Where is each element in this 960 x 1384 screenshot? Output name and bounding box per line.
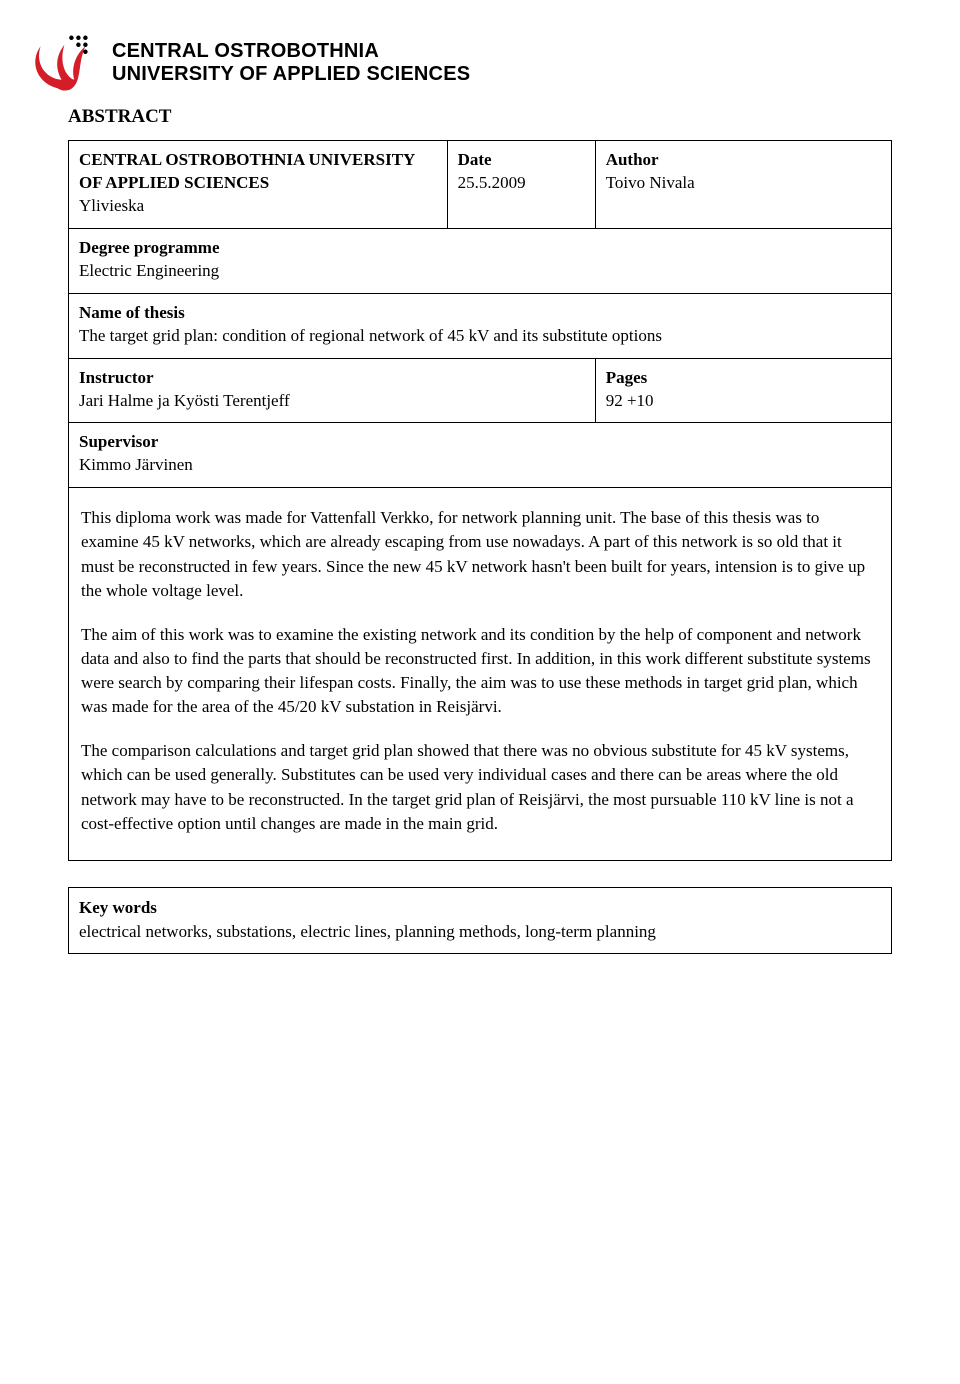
- programme-cell: Degree programme Electric Engineering: [69, 228, 892, 293]
- institution-cell: CENTRAL OSTROBOTHNIA UNIVERSITY OF APPLI…: [69, 141, 448, 229]
- date-cell: Date 25.5.2009: [447, 141, 595, 229]
- logo-mark: [28, 28, 98, 98]
- pages-value: 92 +10: [606, 390, 881, 413]
- pages-label: Pages: [606, 367, 881, 390]
- keywords-value: electrical networks, substations, electr…: [79, 920, 881, 944]
- institution-location: Ylivieska: [79, 195, 437, 218]
- thesis-cell: Name of thesis The target grid plan: con…: [69, 293, 892, 358]
- abstract-paragraph-3: The comparison calculations and target g…: [81, 739, 879, 836]
- author-cell: Author Toivo Nivala: [595, 141, 891, 229]
- thesis-value: The target grid plan: condition of regio…: [79, 325, 881, 348]
- logo-text-line1: CENTRAL OSTROBOTHNIA: [112, 40, 470, 63]
- supervisor-label: Supervisor: [79, 431, 881, 454]
- abstract-body-cell: This diploma work was made for Vattenfal…: [69, 488, 892, 861]
- thesis-label: Name of thesis: [79, 302, 881, 325]
- abstract-body: This diploma work was made for Vattenfal…: [81, 506, 879, 836]
- abstract-paragraph-1: This diploma work was made for Vattenfal…: [81, 506, 879, 603]
- instructor-cell: Instructor Jari Halme ja Kyösti Terentje…: [69, 358, 596, 423]
- abstract-section-title: ABSTRACT: [68, 106, 892, 128]
- institution-label: CENTRAL OSTROBOTHNIA UNIVERSITY OF APPLI…: [79, 149, 437, 195]
- logo-text-line2: UNIVERSITY OF APPLIED SCIENCES: [112, 63, 470, 86]
- author-value: Toivo Nivala: [606, 172, 881, 195]
- supervisor-value: Kimmo Järvinen: [79, 454, 881, 477]
- programme-value: Electric Engineering: [79, 260, 881, 283]
- instructor-value: Jari Halme ja Kyösti Terentjeff: [79, 390, 585, 413]
- keywords-box: Key words electrical networks, substatio…: [68, 887, 892, 955]
- logo-header: CENTRAL OSTROBOTHNIA UNIVERSITY OF APPLI…: [28, 28, 892, 98]
- logo-text: CENTRAL OSTROBOTHNIA UNIVERSITY OF APPLI…: [112, 40, 470, 86]
- abstract-paragraph-2: The aim of this work was to examine the …: [81, 623, 879, 720]
- date-label: Date: [458, 149, 585, 172]
- author-label: Author: [606, 149, 881, 172]
- programme-label: Degree programme: [79, 237, 881, 260]
- instructor-label: Instructor: [79, 367, 585, 390]
- supervisor-cell: Supervisor Kimmo Järvinen: [69, 423, 892, 488]
- pages-cell: Pages 92 +10: [595, 358, 891, 423]
- abstract-meta-table: CENTRAL OSTROBOTHNIA UNIVERSITY OF APPLI…: [68, 140, 892, 861]
- keywords-label: Key words: [79, 896, 881, 920]
- date-value: 25.5.2009: [458, 172, 585, 195]
